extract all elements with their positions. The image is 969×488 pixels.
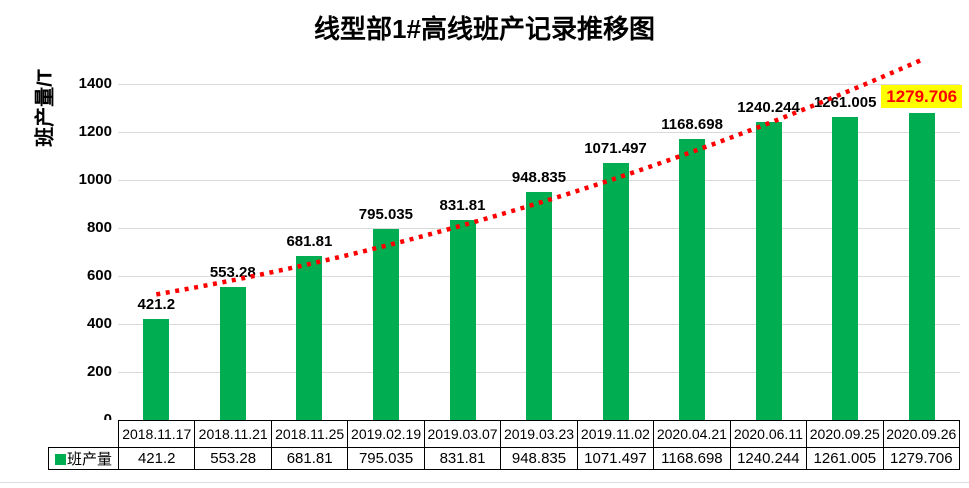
value-cell: 795.035 xyxy=(347,447,425,470)
value-cell: 948.835 xyxy=(500,447,578,470)
chart-title: 线型部1#高线班产记录推移图 xyxy=(314,14,655,44)
bar-2020.04.21 xyxy=(679,139,706,420)
bar-2020.09.25 xyxy=(832,117,859,420)
data-label: 948.835 xyxy=(511,169,567,187)
value-cell: 1071.497 xyxy=(576,447,655,470)
date-cell: 2019.03.23 xyxy=(500,420,578,448)
value-cell: 1240.244 xyxy=(729,447,808,470)
value-cell: 1168.698 xyxy=(653,447,731,470)
date-cell: 2020.04.21 xyxy=(653,420,731,448)
bar-2019.11.02 xyxy=(602,162,629,420)
bar-2020.09.26 xyxy=(908,112,935,420)
legend-label: 班产量 xyxy=(66,451,112,468)
date-cell: 2020.06.11 xyxy=(729,420,808,448)
value-cell: 421.2 xyxy=(117,447,196,470)
y-tick-label: 1200 xyxy=(78,122,112,140)
bar-2019.03.23 xyxy=(526,192,552,420)
data-label-highlighted: 1279.706 xyxy=(862,84,969,108)
date-cell: 2018.11.17 xyxy=(117,420,196,448)
y-tick-label: 600 xyxy=(86,266,112,284)
y-tick-label: 0 xyxy=(0,412,112,428)
data-label: 421.2 xyxy=(137,295,176,313)
y-tick-label: 400 xyxy=(86,314,112,332)
bar-2019.03.07 xyxy=(449,220,476,420)
bar-2020.06.11 xyxy=(755,122,782,420)
legend-cell: 班产量 xyxy=(48,447,119,470)
date-cell: 2018.11.21 xyxy=(194,420,272,448)
table-corner-blank xyxy=(49,421,119,448)
date-cell: 2018.11.25 xyxy=(270,420,349,448)
date-cell: 2019.11.02 xyxy=(576,420,655,448)
date-cell: 2020.09.26 xyxy=(882,420,961,448)
date-cell: 2019.02.19 xyxy=(347,420,425,448)
date-row: 2018.11.17 2018.11.21 2018.11.25 2019.02.19… xyxy=(49,420,961,448)
value-cell: 681.81 xyxy=(270,447,349,470)
data-label: 681.81 xyxy=(286,233,333,251)
y-tick-label: 1000 xyxy=(78,170,112,188)
value-cell: 1261.005 xyxy=(806,447,884,470)
y-tick-label: 1400 xyxy=(78,74,112,92)
date-cell: 2020.09.25 xyxy=(806,420,884,448)
value-cell: 831.81 xyxy=(423,447,502,470)
bar-2018.11.25 xyxy=(296,256,323,420)
value-row: 班产量 421.2 553.28 681.81 795.035 831.81 948.83… xyxy=(48,447,961,470)
data-table: 2018.11.17 2018.11.21 2018.11.25 2019.02.19… xyxy=(48,420,961,470)
data-label: 831.81 xyxy=(439,197,486,215)
value-cell: 1279.706 xyxy=(882,447,961,470)
data-label-text: 1279.706 xyxy=(881,84,963,108)
date-cell: 2019.03.07 xyxy=(423,420,502,448)
bar-2018.11.21 xyxy=(219,287,246,420)
bar-2019.02.19 xyxy=(372,229,399,420)
data-label: 553.28 xyxy=(209,264,256,282)
y-tick-label: 200 xyxy=(86,363,112,380)
legend-swatch-icon xyxy=(54,454,66,465)
gridline xyxy=(118,83,960,85)
data-label: 1168.698 xyxy=(661,116,723,134)
bottom-divider xyxy=(0,482,969,483)
value-cell: 553.28 xyxy=(194,447,272,470)
data-label: 1071.497 xyxy=(584,139,647,157)
y-tick-label: 800 xyxy=(86,218,112,236)
bar-2018.11.17 xyxy=(143,318,170,420)
